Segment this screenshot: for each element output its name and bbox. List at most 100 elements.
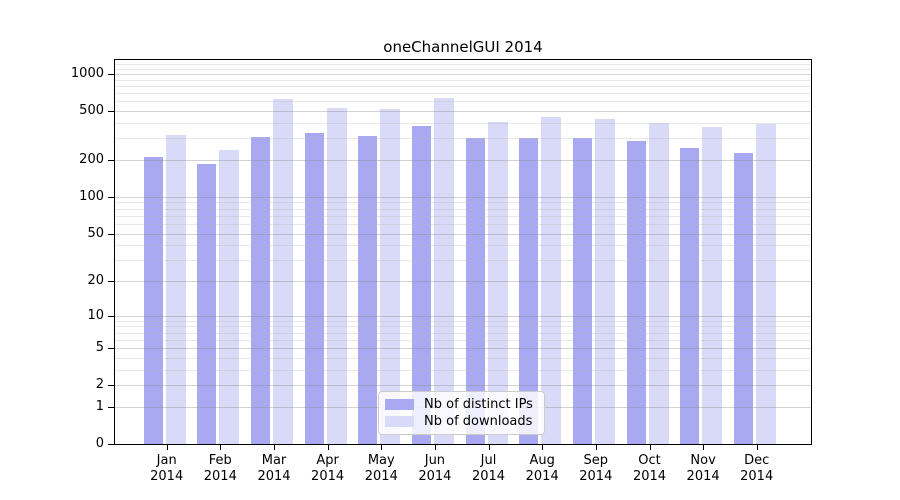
gridline-minor <box>115 208 811 210</box>
y-tick-label: 2 <box>95 377 104 393</box>
bar-downloads-feb <box>219 150 240 444</box>
gridline-minor <box>115 79 811 81</box>
x-tick-label: Sep 2014 <box>579 453 613 484</box>
x-tick-label: Oct 2014 <box>632 453 667 484</box>
y-tick-label: 1 <box>95 398 104 414</box>
x-tick-label: Jan 2014 <box>150 453 184 484</box>
bar-downloads-may <box>380 109 401 444</box>
bar-distinct-ips-dec <box>733 152 753 444</box>
bar-distinct-ips-aug <box>519 138 539 444</box>
gridline-minor <box>115 339 811 341</box>
gridline-major <box>115 348 811 350</box>
bar-distinct-ips-feb <box>197 164 217 444</box>
gridline-major <box>115 160 811 161</box>
y-tick-label: 1000 <box>70 66 104 81</box>
gridline-minor <box>115 320 811 322</box>
legend-swatch-downloads <box>385 416 414 427</box>
x-axis-tick <box>274 444 275 450</box>
gridline-minor <box>115 326 811 328</box>
bar-downloads-jan <box>165 134 186 444</box>
y-tick-label: 20 <box>87 273 104 288</box>
bar-downloads-sep <box>594 119 615 444</box>
bar-downloads-jul <box>487 122 508 444</box>
y-axis-tick <box>108 196 115 198</box>
bar-distinct-ips-nov <box>680 148 700 444</box>
gridline-major <box>115 74 811 75</box>
legend-item-downloads: Nb of downloads <box>385 413 536 430</box>
y-axis-tick <box>108 74 115 75</box>
gridline-minor <box>115 123 811 124</box>
gridline-minor <box>115 93 811 95</box>
gridline-minor <box>115 245 811 247</box>
bar-downloads-jun <box>433 97 454 444</box>
x-tick-label: Jun 2014 <box>418 453 452 484</box>
y-axis-tick <box>108 444 115 445</box>
x-axis-tick <box>649 444 651 450</box>
x-axis-tick <box>488 444 490 450</box>
y-tick-label: 0 <box>95 436 104 451</box>
x-axis-tick <box>166 444 168 450</box>
gridline-minor <box>115 86 811 87</box>
bar-distinct-ips-sep <box>572 137 592 444</box>
legend-label-distinct-ips: Nb of distinct IPs <box>424 397 533 412</box>
chart-title: oneChannelGUI 2014 <box>383 38 543 56</box>
y-axis-tick <box>108 348 115 350</box>
legend-item-distinct-ips: Nb of distinct IPs <box>385 396 536 413</box>
gridline-minor <box>115 260 811 262</box>
legend-swatch-distinct-ips <box>385 399 414 410</box>
bar-distinct-ips-apr <box>304 133 324 444</box>
y-axis-tick <box>108 406 115 408</box>
gridline-minor <box>115 202 811 204</box>
x-axis-tick <box>327 444 329 450</box>
bar-distinct-ips-mar <box>251 136 270 444</box>
y-axis-tick <box>108 281 115 282</box>
x-tick-label: Apr 2014 <box>311 453 345 484</box>
gridline-major <box>115 281 811 282</box>
x-tick-label: Jul 2014 <box>471 453 506 484</box>
gridline-minor <box>115 332 811 334</box>
y-tick-label: 500 <box>79 103 104 119</box>
x-tick-label: Mar 2014 <box>257 453 291 484</box>
gridline-minor <box>115 64 811 66</box>
y-axis-tick <box>108 233 115 235</box>
gridline-minor <box>115 223 811 225</box>
gridline-minor <box>115 215 811 217</box>
x-axis-tick <box>756 444 758 450</box>
x-axis-tick <box>595 444 597 450</box>
x-tick-label: Feb 2014 <box>203 453 237 484</box>
y-axis-tick <box>108 160 115 161</box>
gridline-minor <box>115 357 811 359</box>
y-tick-label: 10 <box>87 307 104 323</box>
bar-downloads-apr <box>326 108 347 444</box>
gridline-minor <box>115 68 811 70</box>
y-axis-tick <box>108 315 115 317</box>
bar-distinct-ips-oct <box>626 141 646 444</box>
x-tick-label: Dec 2014 <box>740 453 774 484</box>
y-axis-tick <box>108 385 115 387</box>
x-axis-tick <box>703 444 705 450</box>
gridline-major <box>115 315 811 317</box>
legend: Nb of distinct IPs Nb of downloads <box>378 391 545 435</box>
gridline-minor <box>115 369 811 371</box>
x-axis-tick <box>542 444 544 450</box>
bar-distinct-ips-may <box>358 135 378 444</box>
legend-label-downloads: Nb of downloads <box>424 414 533 429</box>
bar-downloads-nov <box>702 127 723 444</box>
gridline-minor <box>115 101 811 103</box>
bar-downloads-oct <box>648 123 669 444</box>
y-axis-tick <box>108 111 115 113</box>
gridline-minor <box>115 138 811 140</box>
x-tick-label: Nov 2014 <box>686 453 720 484</box>
gridline-major <box>115 385 811 387</box>
y-tick-label: 200 <box>79 152 104 167</box>
y-tick-label: 5 <box>95 340 104 356</box>
bar-distinct-ips-jan <box>143 157 163 444</box>
x-tick-label: May 2014 <box>364 453 398 484</box>
gridline-major <box>115 196 811 198</box>
bar-downloads-dec <box>755 123 776 444</box>
x-axis-tick <box>220 444 222 450</box>
x-tick-label: Aug 2014 <box>525 453 559 484</box>
gridline-major <box>115 233 811 235</box>
